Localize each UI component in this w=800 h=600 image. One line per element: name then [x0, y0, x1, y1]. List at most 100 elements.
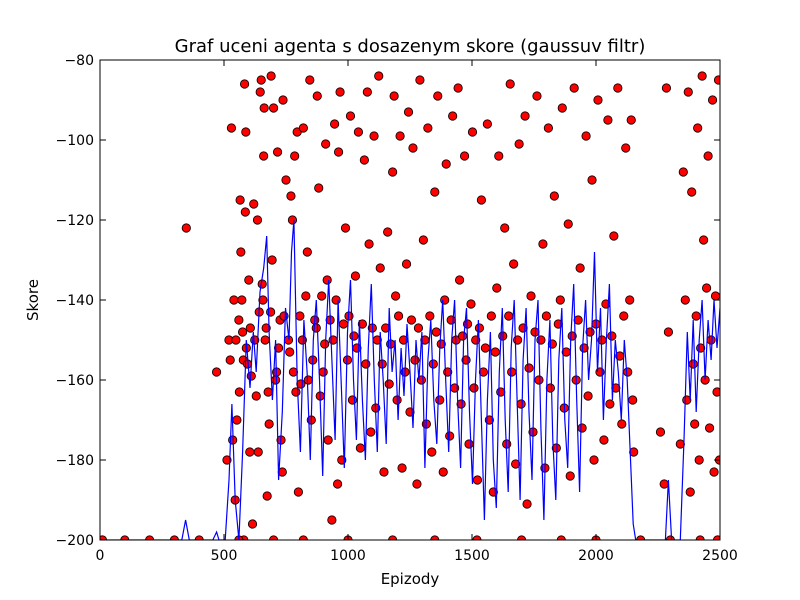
scatter-point — [270, 375, 281, 385]
scatter-point — [350, 271, 361, 281]
scatter-point — [583, 391, 593, 401]
scatter-point — [379, 467, 389, 477]
scatter-point — [259, 103, 269, 113]
scatter-point — [397, 463, 407, 473]
scatter-point — [256, 75, 266, 85]
scatter-point — [281, 175, 291, 185]
scatter-point — [693, 123, 703, 133]
scatter-point — [492, 283, 502, 293]
scatter-point — [333, 147, 344, 157]
y-axis: −200 −180 −160 −140 −120 −100 −80 — [56, 53, 720, 549]
scatter-point — [338, 319, 349, 329]
scatter-point — [252, 215, 263, 225]
scatter-point — [357, 319, 367, 329]
scatter-point — [448, 111, 458, 121]
scatter-point — [628, 395, 638, 405]
scatter-point — [505, 79, 515, 89]
scatter-point — [375, 263, 385, 273]
scatter-point — [534, 375, 544, 385]
scatter-point — [496, 387, 506, 397]
scatter-point — [413, 323, 424, 333]
scatter-point — [706, 335, 716, 345]
scatter-point — [431, 327, 441, 337]
scatter-point — [593, 95, 603, 105]
scatter-point — [395, 131, 405, 141]
scatter-point — [688, 359, 698, 369]
scatter-point — [621, 143, 631, 153]
scatter-point — [384, 379, 394, 389]
scatter-point — [401, 259, 412, 269]
scatter-point — [264, 419, 274, 429]
y-tick-label: −140 — [56, 293, 94, 309]
scatter-point — [259, 151, 269, 161]
plot-area — [100, 71, 720, 540]
scatter-point — [328, 335, 338, 345]
scatter-point — [239, 79, 250, 89]
scatter-point — [440, 295, 450, 305]
y-tick-label: −120 — [56, 213, 94, 229]
scatter-point — [459, 151, 470, 161]
scatter-point — [258, 295, 268, 305]
scatter-point — [211, 367, 222, 377]
scatter-point — [659, 479, 669, 489]
scatter-point — [389, 91, 399, 101]
scatter-point — [305, 75, 315, 85]
scatter-point — [599, 435, 609, 445]
scatter-point — [340, 223, 351, 233]
scatter-point — [454, 275, 465, 285]
scatter-point — [697, 71, 707, 81]
scatter-point — [353, 127, 364, 137]
scatter-point — [625, 295, 635, 305]
scatter-point — [229, 295, 239, 305]
scatter-point — [476, 195, 487, 205]
scatter-point — [181, 223, 191, 233]
scatter-point — [330, 119, 340, 129]
scatter-point — [415, 75, 425, 85]
scatter-point — [335, 87, 345, 97]
scatter-point — [369, 131, 379, 141]
y-tick-label: −160 — [56, 373, 94, 389]
scatter-point — [235, 195, 245, 205]
scatter-point — [268, 103, 279, 113]
scatter-point — [524, 363, 534, 373]
scatter-point — [298, 123, 308, 133]
scatter-point — [301, 291, 311, 301]
scatter-point — [609, 231, 619, 241]
chart-title: Graf uceni agenta s dosazenym skore (gau… — [175, 36, 646, 57]
scatter-point — [565, 471, 575, 481]
scatter-point — [685, 487, 695, 497]
x-tick-label: 500 — [211, 548, 238, 564]
scatter-point — [303, 375, 313, 385]
scatter-point — [494, 151, 504, 161]
scatter-point — [267, 255, 277, 265]
scatter-point — [581, 131, 591, 141]
scatter-point — [291, 387, 301, 397]
scatter-point — [347, 395, 358, 405]
scatter-point — [589, 455, 599, 465]
scatter-point — [345, 111, 356, 121]
scatter-point — [482, 119, 492, 129]
y-tick-label: −200 — [56, 533, 94, 549]
scatter-point — [680, 295, 690, 305]
scatter-point — [504, 311, 514, 321]
scatter-point — [629, 447, 639, 457]
scatter-point — [587, 175, 597, 185]
scatter-point — [261, 323, 271, 333]
scatter-point — [511, 459, 521, 469]
scatter-point — [707, 95, 718, 105]
scatter-point — [605, 399, 615, 409]
scatter-point — [286, 191, 296, 201]
scatter-point — [226, 123, 237, 133]
x-axis-label: Epizody — [381, 570, 440, 588]
scatter-point — [464, 439, 474, 449]
scatter-point — [712, 387, 720, 397]
scatter-point — [655, 427, 666, 437]
scatter-point — [430, 187, 440, 197]
scatter-point — [236, 247, 246, 257]
scatter-point — [569, 83, 579, 93]
scatter-point — [285, 347, 295, 357]
scatter-point — [661, 83, 672, 93]
scatter-point — [266, 307, 276, 317]
scatter-point — [474, 323, 485, 333]
scatter-point — [563, 219, 573, 229]
